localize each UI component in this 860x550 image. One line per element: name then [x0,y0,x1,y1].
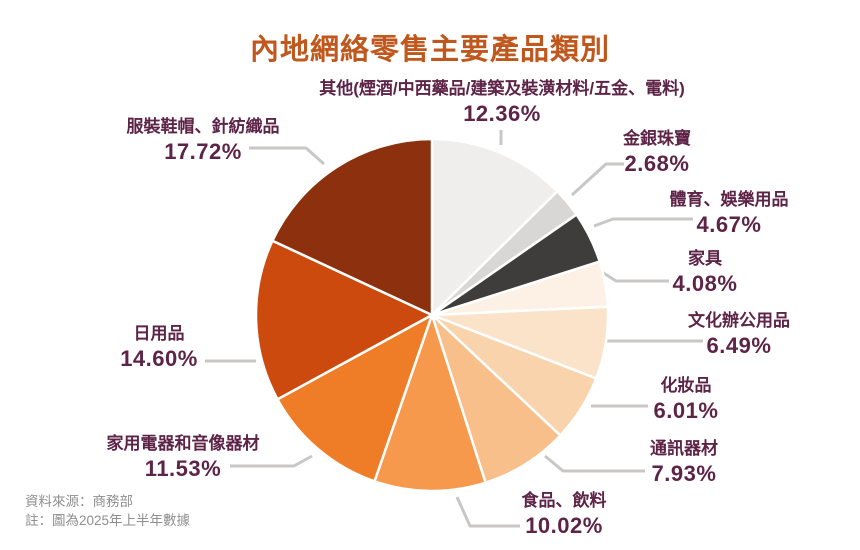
slice-label-telecom: 通訊器材 7.93% [650,437,718,487]
slice-label-pct: 2.68% [624,151,690,176]
slice-label-stationery: 文化辦公用品 6.49% [688,309,790,359]
leader-lines-group [205,130,703,528]
leader-line-apparel [249,146,325,166]
slice-label-cosmetics: 化妝品 6.01% [654,374,719,424]
slice-label-pct: 7.93% [651,461,717,486]
slice-label-pct: 17.72% [164,139,242,164]
leader-line-appliances [230,454,313,468]
footer: 資料來源：商務部 註：圖為2025年上半年數據 [25,492,190,530]
slice-label-name: 文化辦公用品 [688,311,790,330]
slice-label-pct: 14.60% [120,346,198,371]
slice-label-sports: 體育、娛樂用品 4.67% [670,188,789,238]
leader-line-jewelry [570,162,624,197]
slice-label-name: 日用品 [133,324,185,343]
slice-label-pct: 4.08% [672,271,738,296]
page-title: 內地網絡零售主要產品類別 [249,34,610,66]
slice-label-pct: 11.53% [144,456,222,481]
slice-label-others: 其他(煙酒/中西藥品/建築及裝潢材料/五金、電料) 12.36% [319,77,685,127]
slice-label-name: 通訊器材 [650,439,718,458]
leader-line-sports [593,217,693,228]
pie-slices-group [254,137,610,493]
slice-label-name: 家用電器和音像器材 [106,434,260,453]
slice-label-name: 體育、娛樂用品 [669,190,789,209]
slice-label-name: 化妝品 [660,376,712,395]
slice-label-pct: 6.49% [706,333,772,358]
pie-slice-0 [430,137,559,317]
pie-slice-10 [271,137,434,317]
slice-label-appliances: 家用電器和音像器材 11.53% [107,432,260,482]
slice-label-name: 家具 [687,249,722,268]
pie-slice-6 [430,313,562,484]
slice-label-name: 食品、飲料 [521,491,607,510]
leader-line-telecom [544,454,645,473]
footer-source: 資料來源：商務部 [25,494,133,509]
slice-label-name: 金銀珠寶 [623,129,691,148]
slice-label-pct: 10.02% [525,513,603,538]
leader-line-food [455,496,520,528]
leader-line-furniture [601,270,669,283]
slice-label-food: 食品、飲料 10.02% [522,489,607,539]
slice-label-pct: 12.36% [463,101,541,126]
slice-label-pct: 6.01% [653,398,719,423]
slice-label-furniture: 家具 4.08% [673,247,738,297]
slice-label-daily-goods: 日用品 14.60% [120,322,198,372]
slice-label-pct: 4.67% [696,212,762,237]
slice-label-name: 其他(煙酒/中西藥品/建築及裝潢材料/五金、電料) [319,79,685,98]
slice-label-apparel: 服裝鞋帽、針紡織品 17.72% [127,115,280,165]
slice-label-jewelry: 金銀珠寶 2.68% [623,127,691,177]
slice-label-name: 服裝鞋帽、針紡織品 [126,117,280,136]
footer-note: 註：圖為2025年上半年數據 [25,513,191,528]
pie-slice-9 [254,239,434,401]
pie-slice-7 [373,313,487,493]
pie-slice-8 [276,313,434,483]
